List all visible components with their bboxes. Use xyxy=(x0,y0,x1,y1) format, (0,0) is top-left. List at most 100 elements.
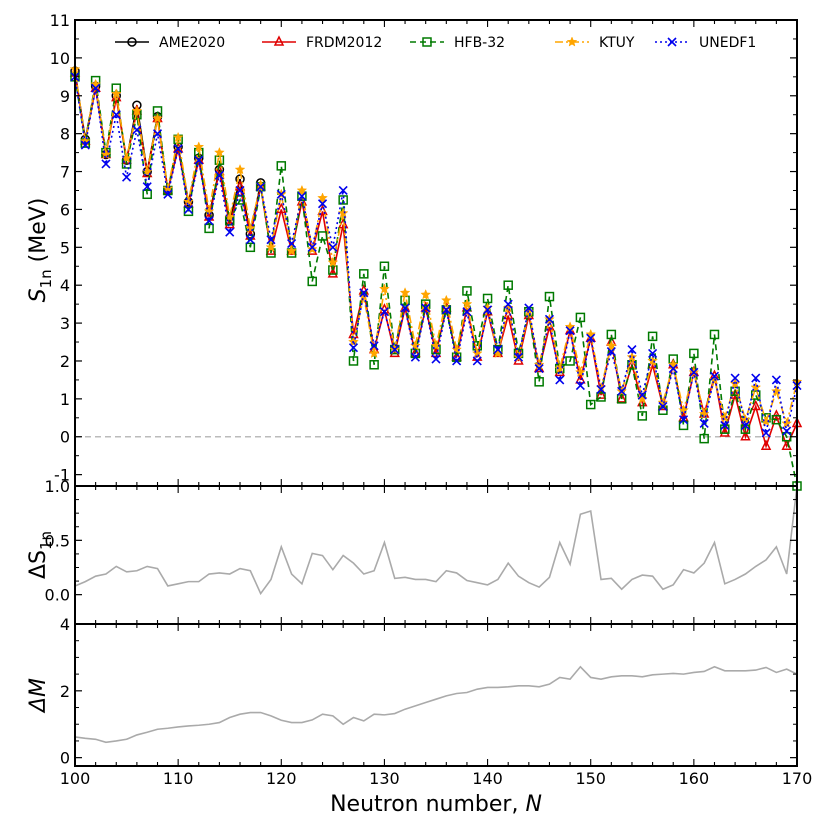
data-point xyxy=(678,404,689,415)
data-point xyxy=(152,112,163,124)
data-point xyxy=(730,386,740,397)
data-point xyxy=(637,411,648,421)
x-tick-label: 100 xyxy=(60,769,91,788)
data-point xyxy=(276,161,287,171)
legend-label: FRDM2012 xyxy=(306,35,382,51)
data-point xyxy=(462,286,472,296)
data-point xyxy=(782,426,792,436)
data-point xyxy=(379,307,389,317)
data-point xyxy=(493,345,503,355)
legend-label: HFB-32 xyxy=(454,35,505,51)
data-point xyxy=(678,420,689,431)
data-point xyxy=(616,392,627,403)
delta-m-panel: 0 2 4 100 110 120 130 140 150 160 170 xyxy=(60,615,813,788)
data-point xyxy=(245,235,255,245)
data-point xyxy=(616,394,627,404)
data-point xyxy=(235,195,245,205)
data-point xyxy=(266,235,276,245)
data-point xyxy=(256,182,266,192)
data-point xyxy=(235,185,245,196)
data-point xyxy=(234,163,246,175)
delta-m-axis-label: ΔM xyxy=(26,678,51,714)
data-point xyxy=(183,196,194,207)
data-point xyxy=(626,351,638,362)
x-tick-label: 120 xyxy=(266,769,297,788)
data-point xyxy=(244,222,256,233)
y-tick-label: -1 xyxy=(54,466,70,485)
y-tick-label: 8 xyxy=(60,125,70,144)
legend-item-ame2020: AME2020 xyxy=(115,35,225,51)
data-point xyxy=(575,366,586,377)
y-tick-label: 1.0 xyxy=(45,477,70,496)
data-point xyxy=(699,418,709,429)
data-point xyxy=(462,307,472,317)
data-point xyxy=(555,375,565,385)
data-point xyxy=(606,329,617,340)
data-point xyxy=(338,185,348,196)
legend-label: AME2020 xyxy=(159,35,225,51)
data-point xyxy=(750,381,762,393)
data-point xyxy=(327,256,339,268)
data-point xyxy=(440,294,452,305)
legend-label: KTUY xyxy=(599,35,635,51)
series-line xyxy=(74,665,798,744)
data-point xyxy=(483,305,493,315)
panel-frame xyxy=(74,485,798,625)
data-point xyxy=(627,360,637,370)
data-point xyxy=(142,182,152,192)
data-point xyxy=(606,346,616,357)
data-point xyxy=(760,415,772,427)
data-point xyxy=(689,348,699,359)
data-point xyxy=(214,170,224,180)
y-tick-label: 5 xyxy=(60,238,70,257)
data-point xyxy=(503,299,513,309)
data-point xyxy=(348,343,359,353)
y-tick-label: 0 xyxy=(60,749,70,768)
s1n-panel: -1 0 1 2 3 4 5 6 7 8 9 10 11 xyxy=(50,11,803,491)
data-point xyxy=(503,280,513,290)
delta-s1n-panel: 0.0 0.5 1.0 xyxy=(45,477,798,625)
data-point xyxy=(524,303,534,313)
data-point xyxy=(627,345,637,355)
data-point xyxy=(585,399,596,410)
data-point xyxy=(699,433,709,444)
data-point xyxy=(348,356,359,366)
data-point xyxy=(554,362,566,374)
data-point xyxy=(575,312,586,323)
y-tick-label: 4 xyxy=(60,276,70,295)
data-point xyxy=(740,420,750,430)
data-point xyxy=(379,261,390,272)
data-point xyxy=(111,110,121,120)
data-point xyxy=(122,172,132,182)
data-point xyxy=(678,415,689,425)
series-unedf1 xyxy=(70,72,802,438)
data-point xyxy=(709,371,720,381)
y-tick-label: 10 xyxy=(50,49,70,68)
x-tick-label: 160 xyxy=(679,769,710,788)
data-point xyxy=(502,302,514,313)
data-point xyxy=(194,155,204,165)
data-point xyxy=(225,227,235,237)
data-point xyxy=(771,414,782,425)
y-tick-label: 3 xyxy=(60,314,70,333)
data-point xyxy=(740,430,751,441)
y-tick-label: 0.5 xyxy=(45,531,70,550)
data-point xyxy=(771,375,781,385)
data-point xyxy=(173,144,183,154)
data-point xyxy=(431,354,441,364)
data-point xyxy=(647,355,658,366)
data-point xyxy=(369,341,379,351)
x-axis-label: Neutron number, N xyxy=(330,792,542,817)
series-ktuy xyxy=(69,63,803,429)
data-point xyxy=(451,343,463,355)
data-point xyxy=(399,287,411,298)
legend-marker xyxy=(667,37,677,47)
data-point xyxy=(203,205,215,216)
data-point xyxy=(698,408,710,419)
data-point xyxy=(152,129,163,139)
y-tick-label: 0.0 xyxy=(45,586,70,605)
y-tick-label: 9 xyxy=(60,87,70,106)
legend-item-frdm2012: FRDM2012 xyxy=(262,35,382,51)
data-point xyxy=(131,105,143,116)
data-point xyxy=(761,428,771,438)
